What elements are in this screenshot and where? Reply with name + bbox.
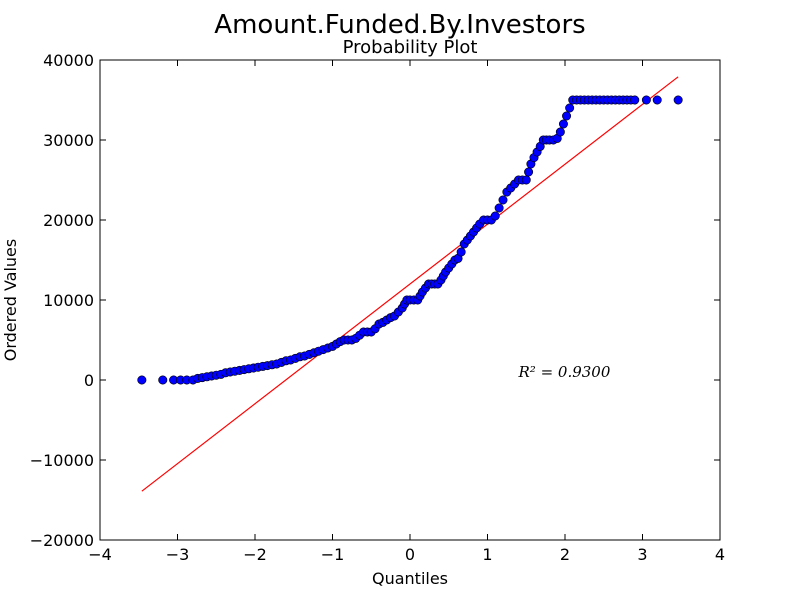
x-tick-label: −2 [243,545,267,564]
data-point [494,203,504,213]
y-tick-label: −10000 [30,451,94,470]
data-point [456,247,466,257]
chart-subtitle: Probability Plot [343,37,478,58]
data-point [524,167,534,177]
y-tick-label: 20000 [43,211,94,230]
y-axis-ticks: −20000 −10000 0 10000 20000 30000 40000 [30,51,720,550]
data-point [158,375,168,385]
x-axis-ticks: −4 −3 −2 −1 0 1 2 3 4 [88,60,725,564]
x-tick-label: 1 [482,545,492,564]
data-point [490,211,500,221]
x-tick-label: −4 [88,545,112,564]
x-tick-label: −1 [321,545,345,564]
x-tick-label: 2 [560,545,570,564]
data-point [630,95,640,105]
x-axis-label: Quantiles [372,569,448,588]
data-point [652,95,662,105]
y-tick-label: 10000 [43,291,94,310]
chart-title: Amount.Funded.By.Investors [214,10,585,40]
data-point [673,95,683,105]
y-axis-label: Ordered Values [1,239,20,361]
data-point [565,103,575,113]
y-tick-label: 0 [84,371,94,390]
fit-line-layer [141,76,679,492]
y-tick-label: −20000 [30,531,94,550]
data-point [562,111,572,121]
data-point [558,119,568,129]
x-tick-label: −3 [166,545,190,564]
data-points-layer [137,95,683,385]
y-tick-label: 30000 [43,131,94,150]
data-point [498,195,508,205]
x-tick-label: 4 [715,545,725,564]
data-point [137,375,147,385]
r-squared-annotation: R² = 0.9300 [518,363,611,381]
data-point [555,127,565,137]
data-point [521,175,531,185]
data-point [641,95,651,105]
x-tick-label: 0 [405,545,415,564]
x-tick-label: 3 [637,545,647,564]
fit-line [141,76,679,492]
y-tick-label: 40000 [43,51,94,70]
